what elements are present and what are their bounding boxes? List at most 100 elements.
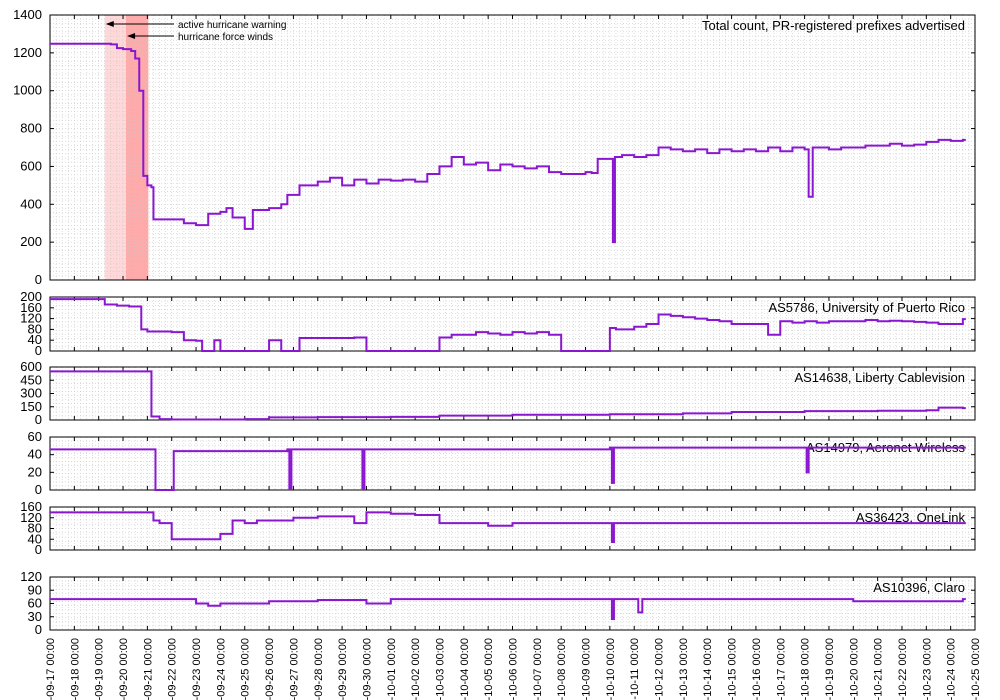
x-tick-label: 17-09-17 00:00: [45, 638, 57, 700]
x-tick-label: 17-10-05 00:00: [483, 638, 495, 700]
panel-grid: [49, 297, 976, 351]
panel-title: AS14638, Liberty Cablevision: [794, 370, 965, 385]
x-tick-label: 17-10-06 00:00: [508, 638, 520, 700]
series-line: [50, 598, 966, 620]
x-tick-label: 17-10-08 00:00: [556, 638, 568, 700]
y-tick-label: 90: [28, 582, 42, 597]
y-tick-label: 1400: [13, 7, 42, 22]
annotation-label: active hurricane warning: [178, 20, 286, 31]
x-tick-label: 17-10-11 00:00: [629, 638, 641, 700]
shaded-regions: [104, 15, 149, 280]
panel-title: AS10396, Claro: [873, 580, 965, 595]
x-tick-label: 17-10-23 00:00: [921, 638, 933, 700]
panel-grid: [49, 507, 976, 550]
x-tick-label: 17-09-23 00:00: [191, 638, 203, 700]
y-tick-label: 160: [20, 499, 42, 514]
x-tick-label: 17-09-19 00:00: [94, 638, 106, 700]
x-tick-label: 17-09-18 00:00: [69, 638, 81, 700]
y-tick-label: 200: [20, 234, 42, 249]
series-line: [50, 446, 966, 491]
y-tick-label: 30: [28, 609, 42, 624]
annotation-label: hurricane force winds: [178, 32, 273, 43]
y-tick-label: 160: [20, 300, 42, 315]
y-tick-label: 120: [20, 569, 42, 584]
x-tick-label: 17-09-22 00:00: [167, 638, 179, 700]
y-tick-label: 1200: [13, 45, 42, 60]
y-tick-label: 60: [28, 596, 42, 611]
y-tick-label: 800: [20, 121, 42, 136]
y-tick-label: 600: [20, 359, 42, 374]
x-tick-label: 17-10-01 00:00: [386, 638, 398, 700]
y-tick-label: 200: [20, 289, 42, 304]
y-tick-label: 400: [20, 196, 42, 211]
y-tick-label: 0: [35, 272, 42, 287]
x-tick-label: 17-10-13 00:00: [678, 638, 690, 700]
y-tick-label: 0: [35, 542, 42, 557]
x-tick-label: 17-10-15 00:00: [727, 638, 739, 700]
x-tick-label: 17-10-18 00:00: [800, 638, 812, 700]
x-tick-label: 17-09-27 00:00: [288, 638, 300, 700]
x-tick-label: 17-10-02 00:00: [410, 638, 422, 700]
x-tick-label: 17-10-24 00:00: [946, 638, 958, 700]
annotation-arrowhead: [127, 33, 136, 39]
x-tick-label: 17-10-17 00:00: [775, 638, 787, 700]
panel-1: 0 200 400 600 800 1000 1200 1400 Total count, PR…: [13, 7, 976, 287]
x-tick-label: 17-10-25 00:00: [970, 638, 982, 700]
x-tick-label: 17-10-09 00:00: [581, 638, 593, 700]
y-tick-label: 120: [20, 510, 42, 525]
y-tick-label: 40: [28, 332, 42, 347]
x-tick-label: 17-10-03 00:00: [434, 638, 446, 700]
x-tick-label: 17-10-22 00:00: [897, 638, 909, 700]
annotation-2: hurricane force winds: [127, 32, 273, 43]
x-tick-label: 17-10-21 00:00: [873, 638, 885, 700]
y-tick-label: 150: [20, 399, 42, 414]
x-tick-label: 17-09-28 00:00: [313, 638, 325, 700]
x-tick-label: 17-10-12 00:00: [654, 638, 666, 700]
x-tick-label: 17-10-04 00:00: [459, 638, 471, 700]
y-tick-label: 0: [35, 412, 42, 427]
panel-title: AS36423, OneLink: [856, 510, 966, 525]
y-tick-label: 40: [28, 531, 42, 546]
series-line: [50, 298, 966, 352]
y-tick-label: 20: [28, 464, 42, 479]
y-tick-label: 450: [20, 372, 42, 387]
y-tick-label: 0: [35, 482, 42, 497]
x-axis: 17-09-17 00:00 17-09-18 00:00 17-09-19 00:…: [45, 638, 982, 700]
x-tick-label: 17-09-30 00:00: [361, 638, 373, 700]
series-line: [50, 370, 966, 421]
panel-grid: [49, 437, 976, 490]
x-tick-label: 17-09-20 00:00: [118, 638, 130, 700]
shaded-region-2: [126, 15, 149, 280]
x-tick-label: 17-09-29 00:00: [337, 638, 349, 700]
y-tick-label: 1000: [13, 83, 42, 98]
annotation-1: active hurricane warning: [105, 20, 286, 31]
x-tick-label: 17-10-14 00:00: [702, 638, 714, 700]
y-tick-label: 80: [28, 521, 42, 536]
y-tick-label: 60: [28, 429, 42, 444]
x-tick-label: 17-10-20 00:00: [848, 638, 860, 700]
y-tick-label: 80: [28, 321, 42, 336]
x-tick-label: 17-09-21 00:00: [142, 638, 154, 700]
series-line: [50, 42, 966, 244]
x-tick-label: 17-10-10 00:00: [605, 638, 617, 700]
panel-title: Total count, PR-registered prefixes adve…: [702, 18, 965, 33]
series-line: [50, 511, 966, 543]
x-tick-label: 17-10-07 00:00: [532, 638, 544, 700]
x-tick-label: 17-09-24 00:00: [215, 638, 227, 700]
panel-grid: [49, 577, 976, 630]
x-tick-label: 17-09-25 00:00: [240, 638, 252, 700]
y-tick-label: 0: [35, 622, 42, 637]
x-tick-label: 17-10-16 00:00: [751, 638, 763, 700]
y-tick-label: 300: [20, 386, 42, 401]
y-tick-label: 40: [28, 447, 42, 462]
x-tick-label: 17-10-19 00:00: [824, 638, 836, 700]
x-tick-label: 17-09-26 00:00: [264, 638, 276, 700]
